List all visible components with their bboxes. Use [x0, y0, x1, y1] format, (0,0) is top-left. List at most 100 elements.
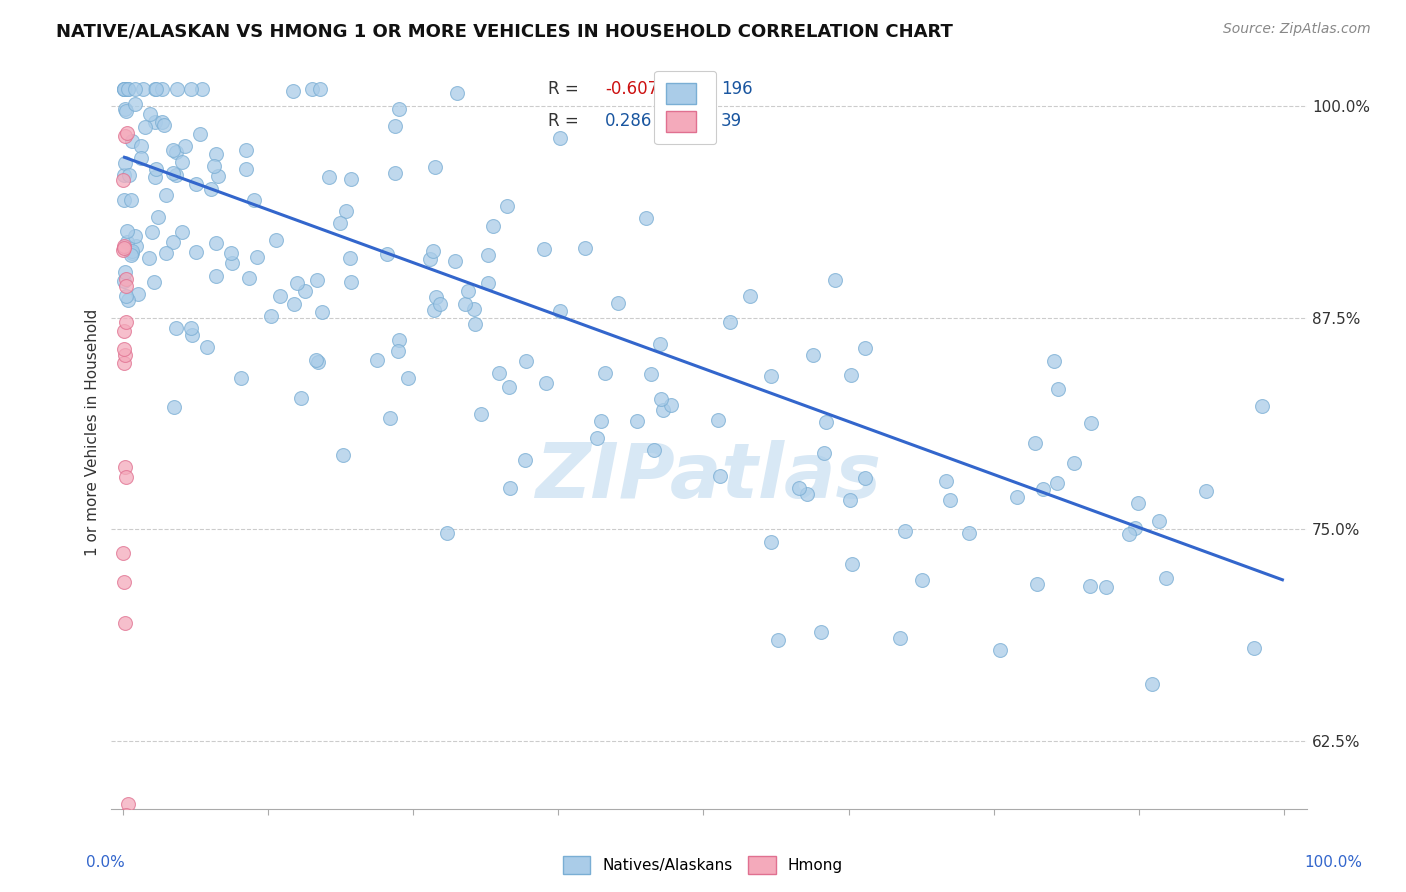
Point	[283, 84, 305, 98]
Point	[114, 129, 136, 144]
Point	[114, 265, 136, 279]
Point	[112, 241, 135, 255]
Point	[607, 295, 630, 310]
Point	[204, 269, 226, 284]
Point	[285, 277, 308, 291]
Point	[591, 414, 613, 428]
Point	[118, 814, 141, 829]
Point	[202, 159, 225, 173]
Point	[115, 235, 138, 249]
Text: 100.0%: 100.0%	[1303, 855, 1362, 870]
Point	[585, 431, 607, 445]
Point	[235, 143, 257, 157]
Text: R =: R =	[548, 80, 583, 98]
Point	[120, 193, 142, 207]
Point	[143, 82, 166, 96]
Point	[659, 398, 682, 412]
Point	[853, 471, 876, 485]
Point	[1063, 456, 1085, 470]
Point	[117, 168, 139, 182]
Point	[339, 251, 361, 265]
Point	[165, 145, 187, 159]
Point	[718, 315, 741, 329]
Point	[1123, 521, 1146, 535]
Point	[112, 173, 135, 187]
Point	[112, 82, 135, 96]
Point	[134, 120, 156, 134]
Point	[117, 82, 139, 96]
Point	[112, 836, 135, 850]
Point	[112, 193, 135, 207]
Point	[129, 151, 152, 165]
Point	[283, 297, 305, 311]
Point	[184, 178, 207, 192]
Point	[112, 274, 135, 288]
Point	[419, 252, 441, 266]
Point	[114, 470, 136, 484]
Point	[813, 446, 835, 460]
Point	[117, 82, 139, 96]
Point	[305, 353, 328, 368]
Point	[1080, 416, 1102, 430]
Point	[235, 162, 257, 177]
Text: 196: 196	[721, 80, 752, 98]
Point	[121, 244, 143, 258]
Point	[515, 354, 537, 368]
Point	[443, 253, 465, 268]
Point	[1156, 571, 1178, 585]
Point	[112, 356, 135, 370]
Point	[112, 546, 135, 560]
Point	[533, 243, 555, 257]
Point	[477, 248, 499, 262]
Point	[1095, 580, 1118, 594]
Point	[477, 276, 499, 290]
Point	[1046, 475, 1069, 490]
Point	[114, 156, 136, 170]
Point	[534, 376, 557, 391]
Point	[388, 333, 411, 347]
Point	[488, 367, 510, 381]
Point	[423, 302, 446, 317]
Point	[375, 247, 398, 261]
Point	[166, 82, 188, 96]
Point	[114, 459, 136, 474]
Point	[153, 119, 176, 133]
Point	[115, 279, 138, 293]
Point	[170, 225, 193, 239]
Text: Source: ZipAtlas.com: Source: ZipAtlas.com	[1223, 22, 1371, 37]
Point	[221, 256, 243, 270]
Point	[305, 273, 328, 287]
Point	[634, 211, 657, 226]
Point	[112, 343, 135, 357]
Point	[238, 270, 260, 285]
Point	[889, 631, 911, 645]
Point	[155, 188, 177, 202]
Point	[294, 284, 316, 298]
Point	[1147, 515, 1170, 529]
Point	[143, 115, 166, 129]
Point	[766, 633, 789, 648]
Point	[162, 235, 184, 249]
Point	[112, 324, 135, 338]
Point	[184, 245, 207, 260]
Point	[115, 272, 138, 286]
Point	[115, 104, 138, 119]
Point	[124, 82, 146, 96]
Point	[1195, 483, 1218, 498]
Point	[112, 82, 135, 96]
Point	[935, 474, 957, 488]
Legend: Natives/Alaskans, Hmong: Natives/Alaskans, Hmong	[557, 850, 849, 880]
Point	[396, 371, 419, 385]
Point	[841, 557, 863, 571]
Point	[246, 250, 269, 264]
Point	[117, 224, 139, 238]
Point	[117, 126, 139, 140]
Point	[180, 321, 202, 335]
Point	[115, 807, 138, 822]
Point	[911, 573, 934, 587]
Point	[114, 289, 136, 303]
Point	[988, 643, 1011, 657]
Point	[1042, 353, 1064, 368]
Point	[163, 400, 186, 414]
Text: 0.286: 0.286	[605, 112, 652, 130]
